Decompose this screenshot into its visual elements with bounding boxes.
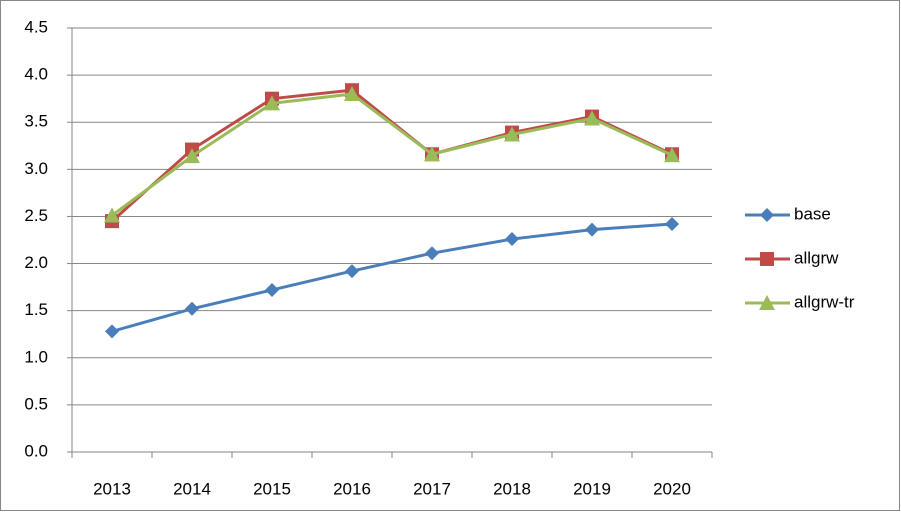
marker [584,110,600,126]
marker [664,147,680,163]
x-tick-label: 2019 [573,479,611,498]
marker [424,146,440,162]
marker [345,264,359,279]
y-tick-label: 2.5 [24,206,48,225]
marker [759,295,775,310]
y-tick-label: 4.5 [24,17,48,36]
y-tick-label: 1.0 [24,347,48,366]
marker [425,246,439,261]
y-tick-label: 2.0 [24,253,48,272]
y-tick-label: 3.0 [24,159,48,178]
marker [184,148,200,164]
marker [760,252,774,266]
legend-label: allgrw [794,248,839,267]
x-tick-label: 2016 [333,479,371,498]
marker [104,207,120,223]
marker [585,222,599,237]
marker [505,232,519,247]
x-tick-label: 2014 [173,479,211,498]
x-tick-label: 2013 [93,479,131,498]
marker [264,95,280,111]
x-tick-label: 2020 [653,479,691,498]
legend-label: base [794,204,831,223]
marker [265,282,279,297]
series-line [111,92,673,217]
marker [760,208,774,222]
marker [344,85,360,101]
x-tick-label: 2015 [253,479,291,498]
y-tick-label: 0.5 [24,394,48,413]
legend-label: allgrw-tr [794,292,855,311]
y-tick-label: 1.5 [24,300,48,319]
y-tick-label: 4.0 [24,65,48,84]
marker [185,301,199,316]
y-tick-label: 0.0 [24,441,48,460]
series-line [111,222,673,333]
series-line [110,88,673,223]
y-tick-label: 3.5 [24,112,48,131]
marker [105,324,119,339]
marker [665,216,679,231]
x-tick-label: 2018 [493,479,531,498]
x-tick-label: 2017 [413,479,451,498]
marker [504,126,520,142]
